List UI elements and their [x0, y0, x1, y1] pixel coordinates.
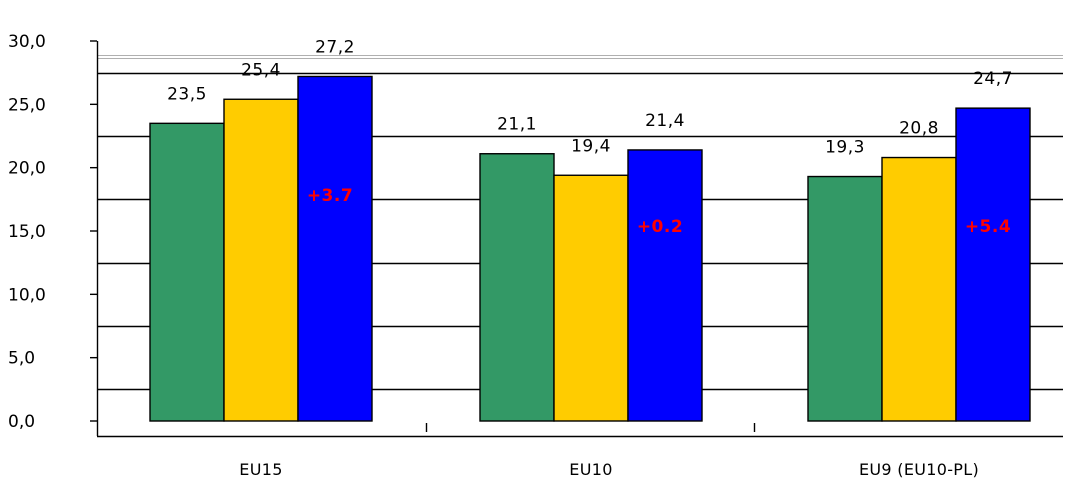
- bar: [479, 153, 555, 422]
- bar: [149, 122, 225, 422]
- bar-value-label: 23,5: [167, 84, 207, 104]
- labels: 0,0 5,0 10,0 15,0 20,0 25,0 30,0 23,5 25,4 27,2 +3…: [8, 32, 1013, 479]
- bar: [955, 107, 1031, 422]
- y-tick-label: 5,0: [8, 349, 35, 369]
- y-tick-label: 10,0: [8, 285, 46, 305]
- axes: [90, 40, 1063, 438]
- y-tick-label: 20,0: [8, 159, 46, 179]
- bar: [807, 175, 883, 422]
- bar-value-label: 24,7: [973, 69, 1013, 89]
- x-category-label: EU15: [239, 460, 282, 479]
- bar-value-label: 27,2: [315, 37, 355, 57]
- y-tick-label: 30,0: [8, 32, 46, 52]
- difference-label: +5.4: [965, 217, 1011, 237]
- y-tick-label: 25,0: [8, 95, 46, 115]
- x-category-label: EU9 (EU10-PL): [859, 460, 979, 479]
- difference-label: +3.7: [307, 186, 353, 206]
- bars: [149, 75, 1031, 422]
- x-category-label: EU10: [569, 460, 612, 479]
- y-tick-label: 0,0: [8, 412, 35, 432]
- bar-value-label: 20,8: [899, 119, 939, 139]
- bar-value-label: 21,4: [645, 111, 685, 131]
- bar: [627, 149, 703, 422]
- bar-value-label: 19,3: [825, 138, 865, 158]
- bar: [223, 98, 299, 422]
- bar-value-label: 21,1: [497, 115, 537, 135]
- bar: [297, 75, 373, 422]
- bar: [553, 174, 629, 422]
- y-tick-label: 15,0: [8, 222, 46, 242]
- bar: [881, 156, 957, 422]
- difference-label: +0.2: [637, 217, 683, 237]
- bar-value-label: 25,4: [241, 60, 281, 80]
- bar-value-label: 19,4: [571, 136, 611, 156]
